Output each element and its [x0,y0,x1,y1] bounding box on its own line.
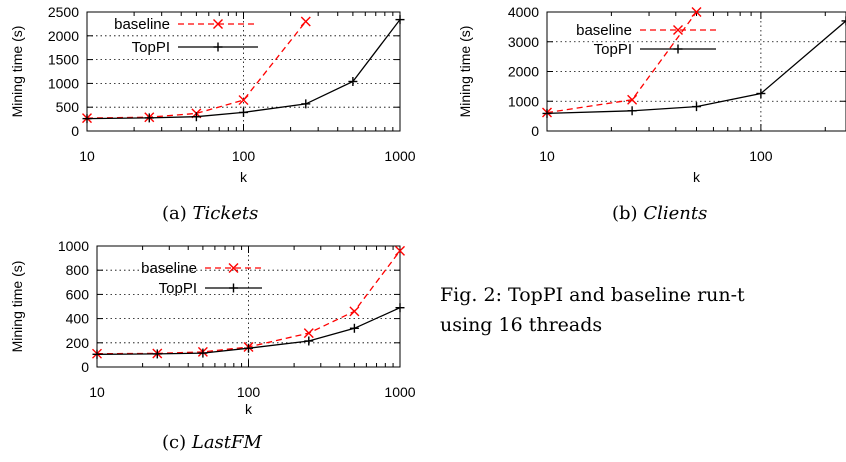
x-tick-label: 10 [89,384,105,400]
y-tick-label: 3000 [508,34,539,50]
x-tick-label: 100 [237,384,261,400]
legend-label: baseline [114,16,170,33]
x-tick-label: 100 [749,148,773,164]
y-tick-label: 0 [71,123,79,139]
x-tick-label: 1000 [384,148,415,164]
x-tick-label: 1000 [384,384,415,400]
y-tick-label: 500 [56,99,80,115]
figure-caption-line: using 16 threads [440,314,603,336]
caption-label: (b) [612,203,638,224]
caption-name: Tickets [192,203,259,224]
legend-marker [228,263,239,273]
x-axis-label: k [240,169,248,185]
y-tick-label: 4000 [508,4,539,20]
x-tick-label: 10 [79,148,95,164]
y-tick-label: 1000 [48,75,79,91]
y-axis-label: Mining time (s) [9,26,25,118]
caption-lastfm: (c) LastFM [162,432,262,453]
legend-label: TopPI [159,280,197,297]
caption-clients: (b) Clients [612,203,707,224]
y-tick-label: 0 [81,359,89,375]
y-tick-label: 2500 [48,4,79,20]
x-tick-label: 10 [539,148,555,164]
caption-name: Clients [643,203,708,224]
caption-name: LastFM [191,432,262,453]
x-axis-label: k [245,401,253,417]
y-tick-label: 2000 [48,28,79,44]
data-point-baseline [349,306,360,317]
y-tick-label: 2000 [508,64,539,80]
figure-caption-line: Fig. 2: TopPI and baseline run-t [440,284,745,306]
legend-label: TopPI [132,39,170,56]
legend-label: TopPI [594,41,632,58]
y-axis-label: Mining time (s) [9,261,25,353]
y-tick-label: 600 [66,286,90,302]
x-tick-label: 100 [232,148,256,164]
data-point-baseline [300,16,311,27]
data-point-baseline [395,245,405,256]
series-line-toppi [87,19,400,120]
y-tick-label: 800 [66,262,90,278]
data-point-baseline [238,95,249,106]
y-tick-label: 1000 [508,93,539,109]
caption-tickets: (a) Tickets [162,203,258,224]
y-tick-label: 0 [531,123,539,139]
x-axis-label: k [693,169,701,185]
data-point-baseline [627,94,638,105]
legend-label: baseline [576,22,632,39]
data-point-baseline [303,328,314,339]
data-point-baseline [691,7,702,17]
figure-caption: Fig. 2: TopPI and baseline run-t using 1… [440,280,745,340]
y-tick-label: 1500 [48,52,79,68]
legend-marker [673,25,683,35]
caption-label: (a) [162,203,187,224]
y-axis-label: Mining time (s) [457,26,473,118]
legend-label: baseline [141,260,197,277]
y-tick-label: 200 [66,335,90,351]
y-tick-label: 1000 [58,238,89,254]
y-tick-label: 400 [66,311,90,327]
legend-marker [213,19,223,29]
caption-label: (c) [162,432,187,453]
